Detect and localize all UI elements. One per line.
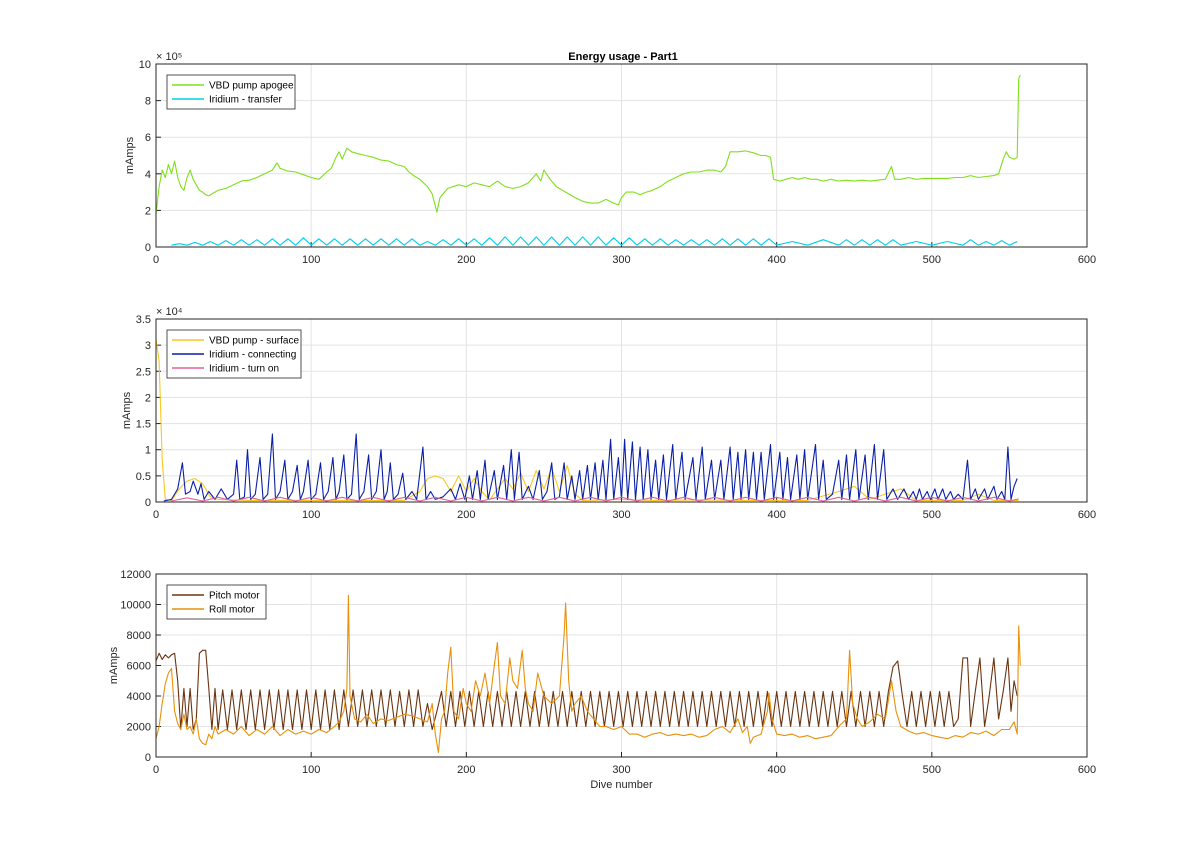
x-tick-label: 400 xyxy=(767,764,785,776)
y-tick-label: 1 xyxy=(145,445,151,457)
legend-label: Pitch motor xyxy=(209,591,260,602)
x-tick-label: 500 xyxy=(923,254,941,266)
x-tick-label: 500 xyxy=(923,764,941,776)
x-tick-label: 500 xyxy=(923,509,941,521)
series-line-iridium-connecting xyxy=(163,433,1018,502)
series-line-pitch-motor xyxy=(156,649,1018,731)
axes-frame xyxy=(155,318,1088,503)
series-line-vbd-pump-apogee xyxy=(156,74,1021,215)
y-tick-label: 6 xyxy=(145,132,151,144)
legend-label: VBD pump - surface xyxy=(209,336,299,347)
legend-label: Iridium - transfer xyxy=(209,95,282,106)
y-exponent-label: × 10⁴ xyxy=(156,306,183,318)
y-tick-label: 0.5 xyxy=(136,471,151,483)
x-tick-label: 300 xyxy=(612,764,630,776)
x-tick-label: 0 xyxy=(153,509,159,521)
legend: VBD pump apogee Iridium - transfer xyxy=(166,74,296,110)
y-tick-label: 3 xyxy=(145,340,151,352)
legend-box xyxy=(166,74,296,110)
x-tick-label: 300 xyxy=(612,254,630,266)
y-tick-label: 4 xyxy=(145,169,151,181)
axes-surface-connecting: 0 100 200 300 400 500 600 0 0.5 1 1.5 2 2.5 3 3.5 × 10⁴… xyxy=(121,306,1096,521)
axes-frame xyxy=(155,63,1088,248)
x-tick-label: 600 xyxy=(1078,764,1096,776)
axes-frame xyxy=(155,573,1088,758)
y-tick-label: 12000 xyxy=(120,569,151,581)
y-tick-label: 3.5 xyxy=(136,314,151,326)
legend: Pitch motor Roll motor xyxy=(166,584,267,620)
y-tick-label: 6000 xyxy=(127,661,151,673)
chart-title: Energy usage - Part1 xyxy=(568,51,677,63)
x-tick-label: 200 xyxy=(457,764,475,776)
y-tick-label: 0 xyxy=(145,497,151,509)
x-tick-label: 600 xyxy=(1078,254,1096,266)
x-tick-label: 100 xyxy=(302,254,320,266)
legend-box xyxy=(166,584,267,620)
y-tick-label: 10 xyxy=(139,59,151,71)
series-line-iridium-transfer xyxy=(171,236,1018,246)
x-tick-label: 200 xyxy=(457,509,475,521)
axes-motors: 0 100 200 300 400 500 600020004000600080001000… xyxy=(108,569,1096,791)
y-axis-label: mAmps xyxy=(124,136,136,174)
y-tick-label: 8000 xyxy=(127,630,151,642)
y-tick-label: 0 xyxy=(145,242,151,254)
x-tick-label: 0 xyxy=(153,764,159,776)
legend-label: VBD pump apogee xyxy=(209,81,294,92)
x-tick-label: 200 xyxy=(457,254,475,266)
y-exponent-label: × 10⁵ xyxy=(156,51,182,63)
x-tick-label: 300 xyxy=(612,509,630,521)
series-line-iridium-turn-on xyxy=(171,496,1019,502)
y-tick-label: 2.5 xyxy=(136,366,151,378)
legend: VBD pump - surface Iridium - connecting Ir… xyxy=(166,329,302,379)
legend-label: Roll motor xyxy=(209,605,255,616)
legend-label: Iridium - connecting xyxy=(209,350,296,361)
x-tick-label: 400 xyxy=(767,254,785,266)
x-tick-label: 600 xyxy=(1078,509,1096,521)
legend-label: Iridium - turn on xyxy=(209,364,279,375)
x-tick-label: 100 xyxy=(302,764,320,776)
x-tick-label: 400 xyxy=(767,509,785,521)
y-tick-label: 4000 xyxy=(127,691,151,703)
x-axis-label: Dive number xyxy=(590,779,653,791)
axes-energy-part1: 0 100 200 300 400 500 600 0 2 4 6 8 10 × 10⁵ mAmps VBD … xyxy=(124,51,1096,266)
y-tick-label: 8 xyxy=(145,96,151,108)
y-tick-label: 10000 xyxy=(120,600,151,612)
x-tick-label: 100 xyxy=(302,509,320,521)
x-tick-label: 0 xyxy=(153,254,159,266)
y-axis-label: mAmps xyxy=(121,391,133,429)
series-line-roll-motor xyxy=(156,594,1021,753)
y-axis-label: mAmps xyxy=(108,646,120,684)
y-tick-label: 2 xyxy=(145,205,151,217)
y-tick-label: 2000 xyxy=(127,722,151,734)
y-tick-label: 0 xyxy=(145,752,151,764)
y-tick-label: 2 xyxy=(145,392,151,404)
y-tick-label: 1.5 xyxy=(136,419,151,431)
